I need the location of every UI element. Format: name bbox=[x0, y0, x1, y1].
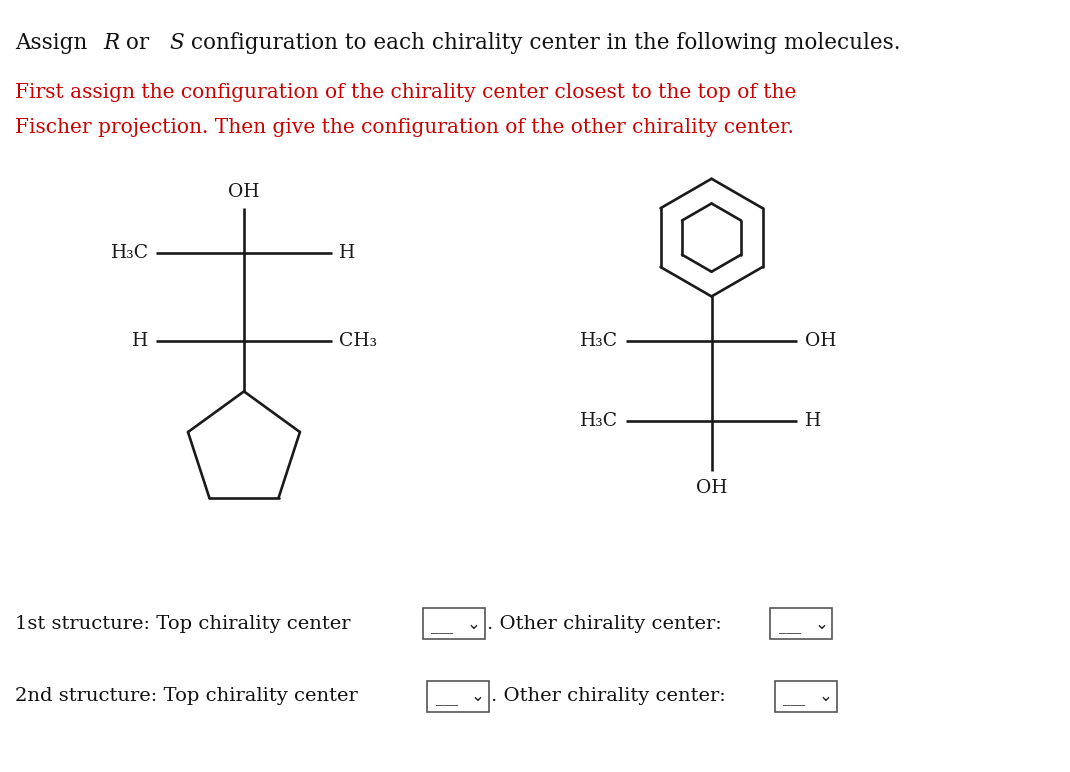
Text: configuration to each chirality center in the following molecules.: configuration to each chirality center i… bbox=[184, 32, 901, 54]
Text: OH: OH bbox=[696, 479, 728, 496]
Text: OH: OH bbox=[805, 332, 836, 350]
Text: Fischer projection. Then give the configuration of the other chirality center.: Fischer projection. Then give the config… bbox=[15, 118, 794, 137]
Text: ⌄: ⌄ bbox=[467, 615, 480, 633]
FancyBboxPatch shape bbox=[770, 608, 832, 639]
Text: H: H bbox=[339, 244, 355, 262]
Text: . Other chirality center:: . Other chirality center: bbox=[487, 615, 728, 633]
Text: or: or bbox=[119, 32, 155, 54]
Text: H: H bbox=[805, 411, 821, 430]
Text: OH: OH bbox=[228, 184, 260, 201]
Text: ⌄: ⌄ bbox=[819, 687, 832, 706]
FancyBboxPatch shape bbox=[775, 681, 837, 712]
Text: H₃C: H₃C bbox=[580, 411, 618, 430]
Text: ___: ___ bbox=[779, 620, 801, 634]
Text: S: S bbox=[169, 32, 184, 54]
Text: ___: ___ bbox=[783, 692, 806, 706]
Text: Assign: Assign bbox=[15, 32, 94, 54]
Text: First assign the configuration of the chirality center closest to the top of the: First assign the configuration of the ch… bbox=[15, 83, 796, 102]
Text: H: H bbox=[133, 332, 149, 350]
FancyBboxPatch shape bbox=[427, 681, 489, 712]
Text: ⌄: ⌄ bbox=[471, 687, 485, 706]
Text: ___: ___ bbox=[431, 620, 454, 634]
Text: 2nd structure: Top chirality center: 2nd structure: Top chirality center bbox=[15, 687, 357, 706]
Text: 1st structure: Top chirality center: 1st structure: Top chirality center bbox=[15, 615, 351, 633]
Text: H₃C: H₃C bbox=[580, 332, 618, 350]
FancyBboxPatch shape bbox=[423, 608, 485, 639]
Text: CH₃: CH₃ bbox=[339, 332, 378, 350]
Text: ___: ___ bbox=[435, 692, 458, 706]
Text: H₃C: H₃C bbox=[110, 244, 149, 262]
Text: . Other chirality center:: . Other chirality center: bbox=[491, 687, 732, 706]
Text: ⌄: ⌄ bbox=[814, 615, 828, 633]
Text: R: R bbox=[104, 32, 120, 54]
